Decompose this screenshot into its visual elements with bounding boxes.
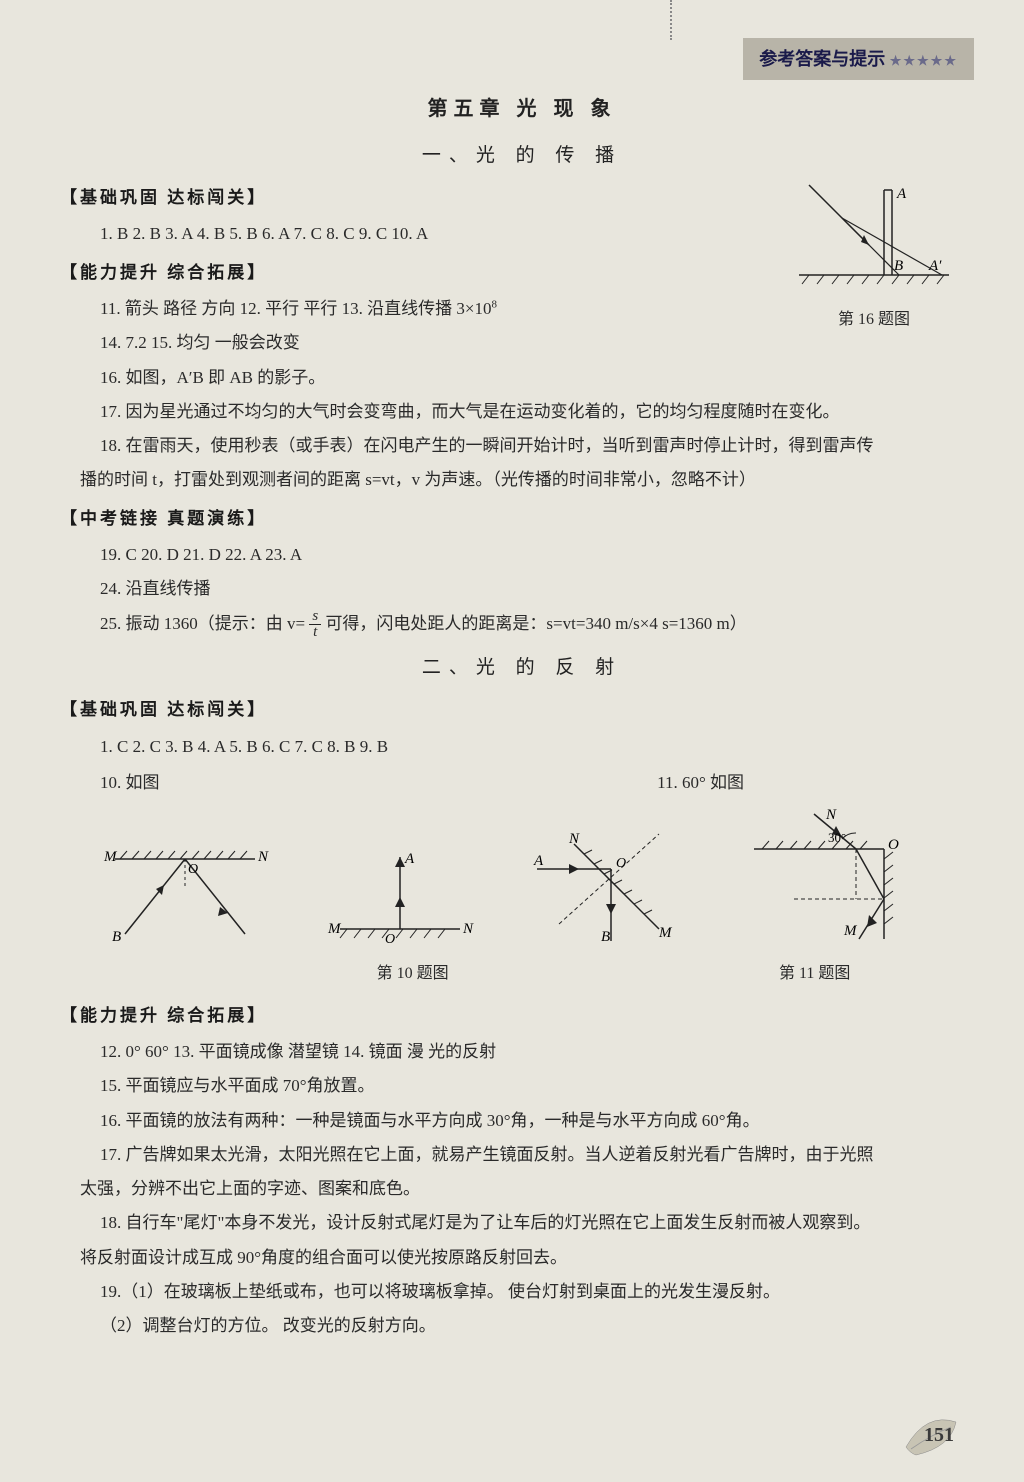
sec2-line18a: 18. 自行车"尾灯"本身不发光，设计反射式尾灯是为了让车后的灯光照在它上面发生… bbox=[100, 1207, 964, 1239]
sec1-line18a: 18. 在雷雨天，使用秒表（或手表）在闪电产生的一瞬间开始计时，当听到雷声时停止… bbox=[100, 430, 964, 462]
svg-text:A: A bbox=[896, 186, 907, 202]
svg-text:O: O bbox=[616, 856, 626, 871]
sec1-head3: 【中考链接 真题演练】 bbox=[60, 503, 964, 535]
svg-text:O: O bbox=[888, 837, 899, 853]
svg-text:A: A bbox=[533, 853, 544, 869]
sec1-line17: 17. 因为星光通过不均匀的大气时会变弯曲，而大气是在运动变化着的，它的均匀程度… bbox=[100, 396, 964, 428]
sec2-line10: 10. 如图 bbox=[100, 767, 160, 799]
diagram-row: M N O B M N O A bbox=[100, 809, 964, 949]
chapter-title: 第五章 光 现 象 bbox=[80, 90, 964, 128]
sec2-line15: 15. 平面镜应与水平面成 70°角放置。 bbox=[100, 1070, 964, 1102]
svg-text:B: B bbox=[894, 258, 903, 274]
section2-title: 二、光 的 反 射 bbox=[80, 650, 964, 686]
fig11-caption: 第 11 题图 bbox=[725, 959, 904, 989]
sec2-head2: 【能力提升 综合拓展】 bbox=[60, 1000, 964, 1032]
svg-text:B: B bbox=[112, 929, 121, 945]
svg-text:N: N bbox=[257, 849, 269, 865]
svg-text:B: B bbox=[601, 929, 610, 945]
header-bar: 参考答案与提示 ★★★★★ bbox=[743, 38, 974, 80]
section1-title: 一、光 的 传 播 bbox=[80, 138, 964, 174]
svg-text:A: A bbox=[404, 851, 415, 867]
header-stars: ★★★★★ bbox=[890, 53, 958, 68]
sec2-line17a: 17. 广告牌如果太光滑，太阳光照在它上面，就易产生镜面反射。当人逆着反射光看广… bbox=[100, 1139, 964, 1171]
svg-text:M: M bbox=[843, 923, 858, 939]
sec2-line19a: 19.（1）在玻璃板上垫纸或布，也可以将玻璃板拿掉。 使台灯射到桌面上的光发生漫… bbox=[100, 1276, 964, 1308]
sec2-head1: 【基础巩固 达标闯关】 bbox=[60, 694, 964, 726]
figure-16-caption: 第 16 题图 bbox=[794, 305, 954, 335]
sec2-line17b: 太强，分辨不出它上面的字迹、图案和底色。 bbox=[80, 1173, 964, 1205]
sec1-line24: 24. 沿直线传播 bbox=[100, 573, 964, 605]
sec1-line19: 19. C 20. D 21. D 22. A 23. A bbox=[100, 539, 964, 571]
svg-text:M: M bbox=[327, 921, 342, 937]
header-title: 参考答案与提示 bbox=[759, 49, 885, 69]
fig10-a: M N O B bbox=[100, 839, 270, 949]
fig11: N O M 30° bbox=[744, 809, 934, 949]
fig10-b: M N O A bbox=[325, 839, 475, 949]
page-number: 151 bbox=[924, 1416, 954, 1454]
fig10-c: A B M N O bbox=[529, 829, 689, 949]
svg-text:N: N bbox=[568, 831, 580, 847]
figure-16: A B A′ 第 16 题图 bbox=[794, 180, 954, 336]
sec2-line19b: （2）调整台灯的方位。 改变光的反射方向。 bbox=[100, 1310, 964, 1342]
sec2-line11: 11. 60° 如图 bbox=[657, 767, 744, 799]
svg-text:N: N bbox=[825, 809, 837, 823]
sec2-line12: 12. 0° 60° 13. 平面镜成像 潜望镜 14. 镜面 漫 光的反射 bbox=[100, 1036, 964, 1068]
svg-text:M: M bbox=[103, 849, 118, 865]
svg-text:O: O bbox=[385, 932, 395, 947]
dotted-divider bbox=[670, 0, 672, 40]
sec2-line16: 16. 平面镜的放法有两种：一种是镜面与水平方向成 30°角，一种是与水平方向成… bbox=[100, 1105, 964, 1137]
sec1-line18b: 播的时间 t，打雷处到观测者间的距离 s=vt，v 为声速。（光传播的时间非常小… bbox=[80, 464, 964, 496]
svg-text:N: N bbox=[462, 921, 474, 937]
svg-text:A′: A′ bbox=[928, 258, 942, 274]
svg-text:M: M bbox=[658, 925, 673, 941]
sec2-answers-basic: 1. C 2. C 3. B 4. A 5. B 6. C 7. C 8. B … bbox=[100, 731, 964, 763]
svg-text:O: O bbox=[188, 862, 198, 877]
figure-16-svg: A B A′ bbox=[794, 180, 954, 290]
fig10-caption: 第 10 题图 bbox=[279, 959, 547, 989]
sec1-line16: 16. 如图，A′B 即 AB 的影子。 bbox=[100, 362, 964, 394]
sec2-line18b: 将反射面设计成互成 90°角度的组合面可以使光按原路反射回去。 bbox=[80, 1242, 964, 1274]
sec1-line25: 25. 振动 1360（提示：由 v= s t 可得，闪电处距人的距离是：s=v… bbox=[100, 608, 964, 641]
fraction-s-over-t: s t bbox=[309, 609, 321, 640]
